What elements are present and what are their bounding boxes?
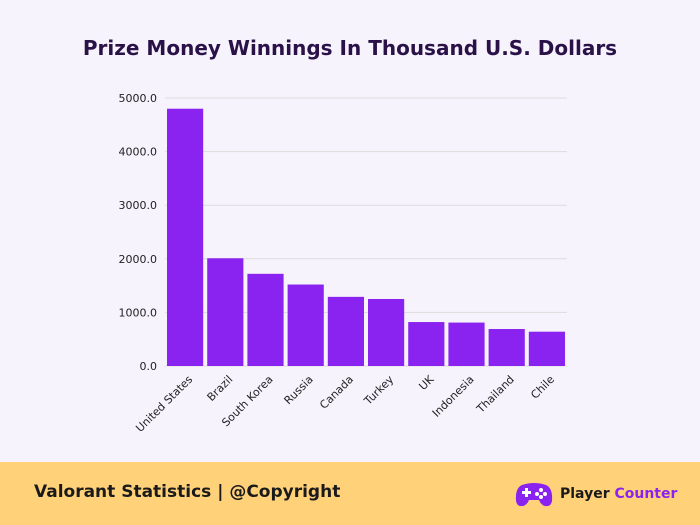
x-tick-label: Canada [317,373,356,412]
bar-brazil [207,258,244,366]
x-tick-label: UK [416,372,437,393]
bar-canada [327,296,364,366]
y-tick-label: 5000.0 [119,92,158,105]
y-tick-label: 2000.0 [119,253,158,266]
gamepad-icon [515,483,553,507]
brand-name-part2: Counter [614,486,678,502]
footer-banner: Valorant Statistics | @Copyright Player … [0,462,700,525]
brand-name-part1: Player [560,486,615,502]
y-tick-label: 0.0 [140,360,158,373]
chart-title: Prize Money Winnings In Thousand U.S. Do… [82,36,618,60]
x-tick-label: Turkey [361,373,397,409]
x-tick-label: Indonesia [430,373,477,420]
bar-russia [287,284,324,366]
bar-thailand [488,329,525,366]
bar-chile [528,331,565,366]
brand-name: Player Counter [560,486,677,502]
bar-uk [408,322,445,366]
bar-united-states [167,108,204,366]
x-tick-label: Brazil [205,373,236,404]
bar-south-korea [247,273,284,366]
y-tick-label: 3000.0 [119,199,158,212]
bar-indonesia [448,322,485,366]
x-tick-label: Russia [282,373,316,407]
y-tick-label: 1000.0 [119,306,158,319]
x-tick-label: United States [133,373,195,435]
bars [167,108,565,366]
footer-copyright-text: Valorant Statistics | @Copyright [34,482,341,502]
y-tick-label: 4000.0 [119,146,158,159]
x-tick-label: Thailand [474,373,517,416]
x-tick-label: Chile [528,373,557,402]
bar-turkey [368,299,405,366]
bar-chart: 0.0 1000.0 2000.0 3000.0 4000.0 5000.0 United… [119,92,567,435]
y-axis-ticks: 0.0 1000.0 2000.0 3000.0 4000.0 5000.0 [119,92,158,373]
brand-logo: Player Counter [514,478,677,510]
